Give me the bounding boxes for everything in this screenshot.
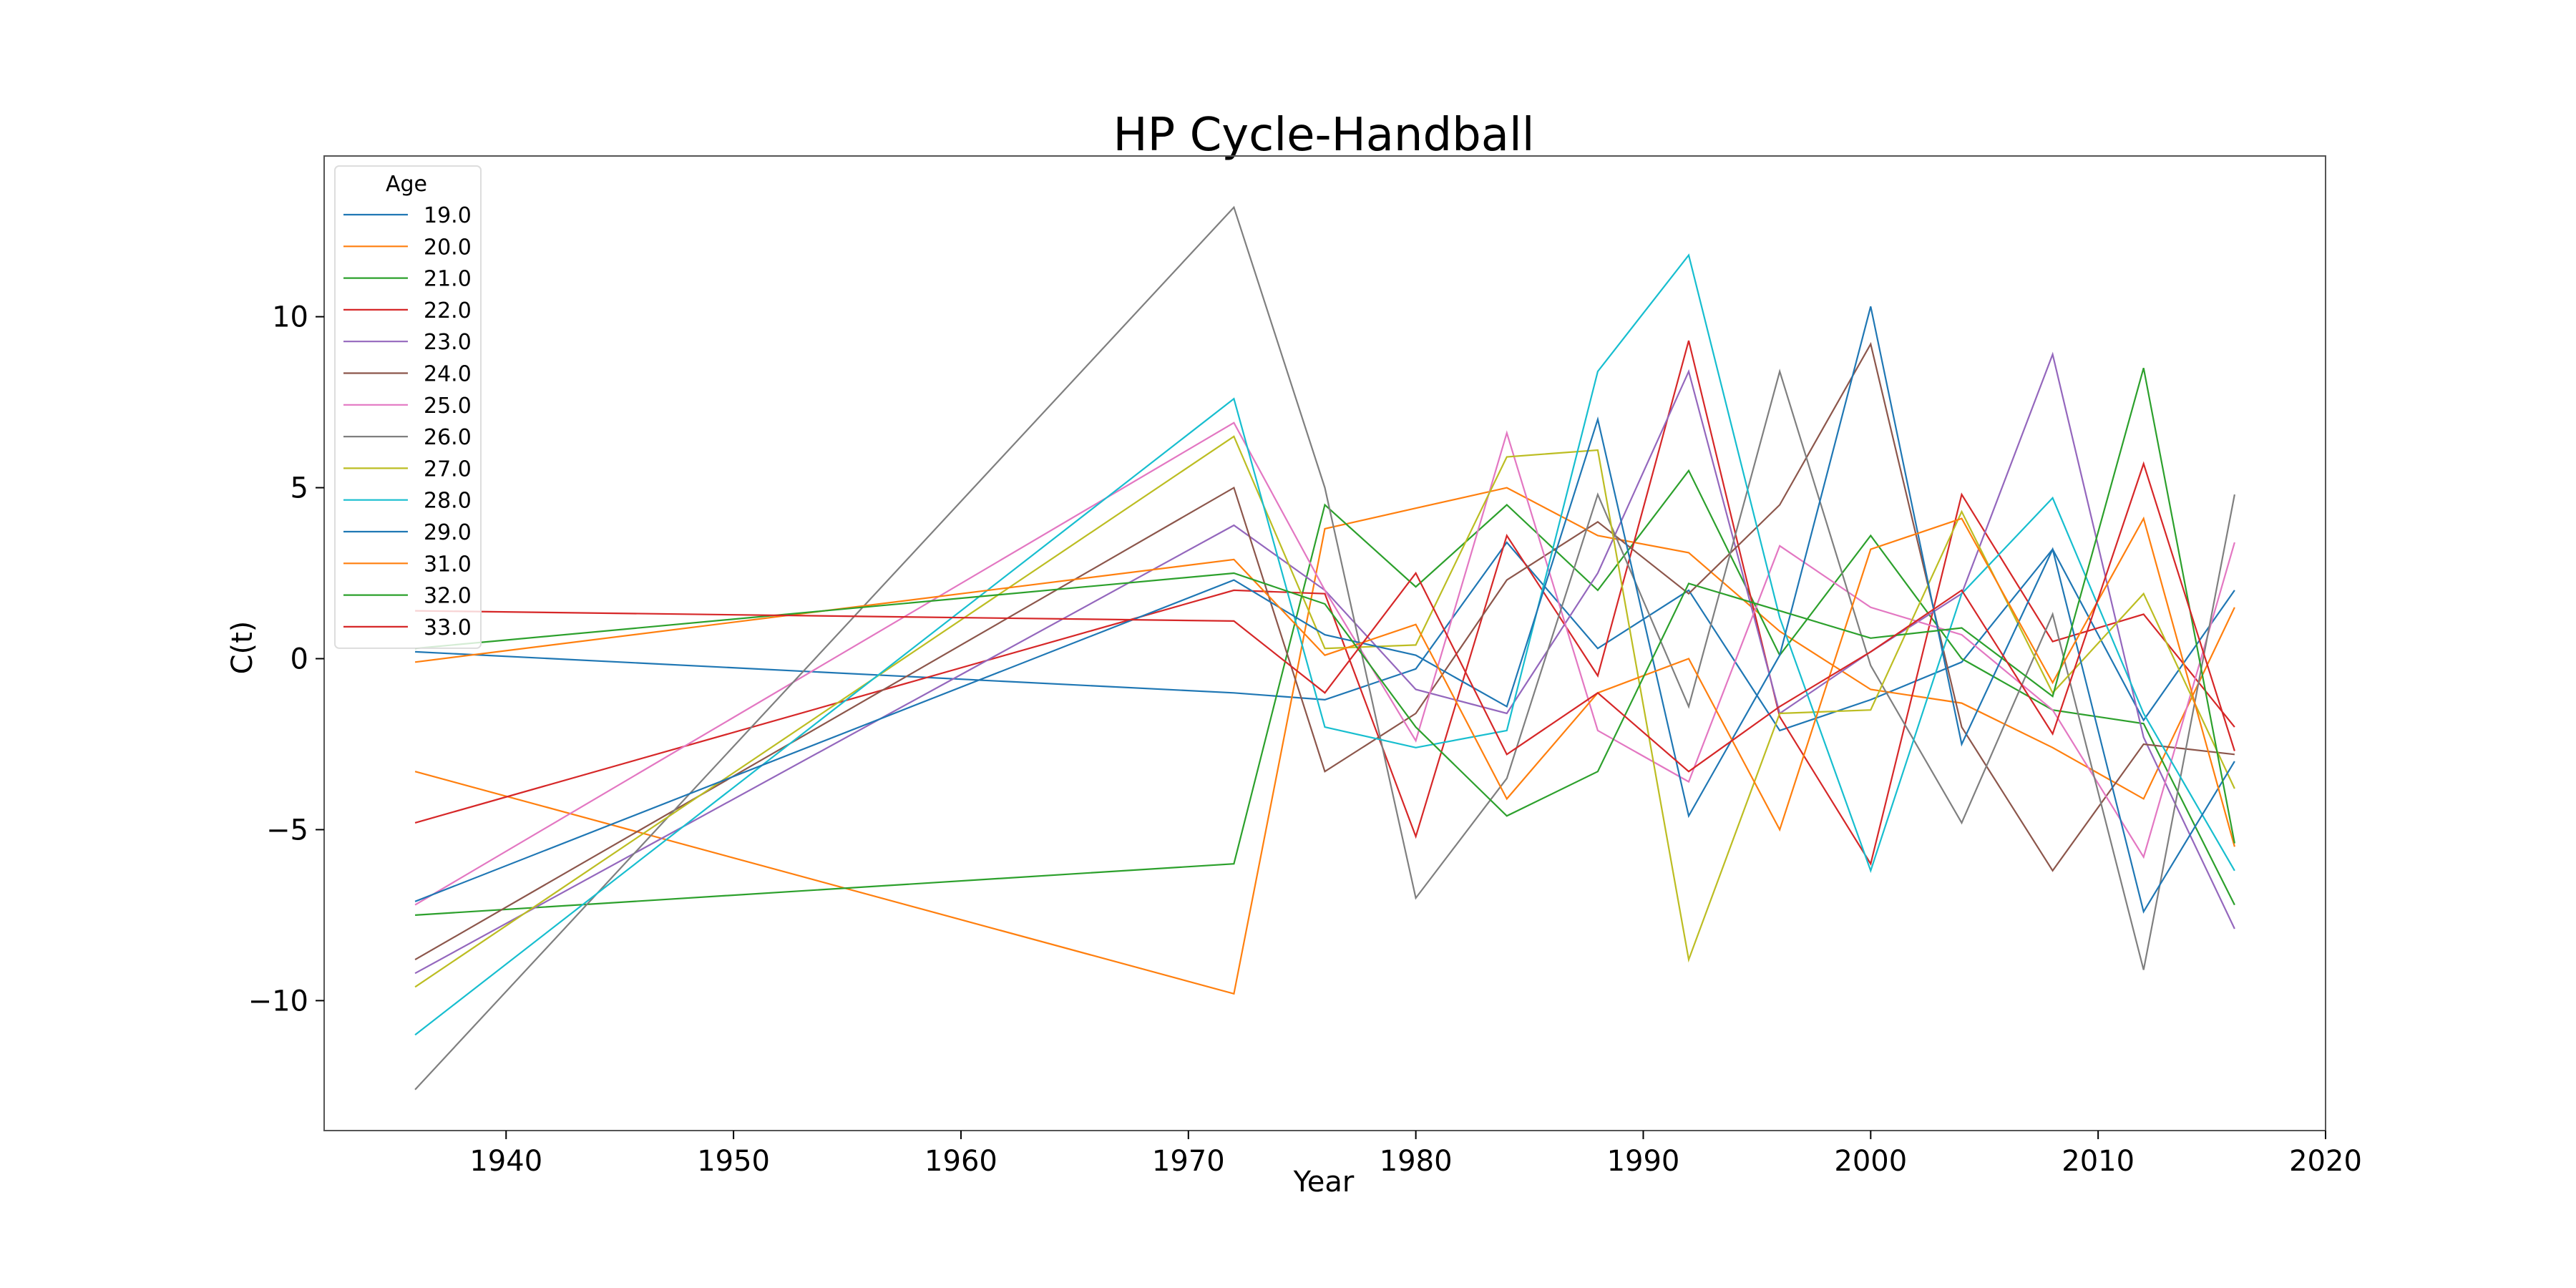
y-tick-label: 10 [272,301,308,334]
legend-label-31.0: 31.0 [424,552,472,577]
x-tick-label: 2000 [1834,1145,1907,1178]
legend-label-21.0: 21.0 [424,267,472,292]
plot-area [323,155,2326,1131]
legend-items: 19.0 20.0 21.0 22.0 23.0 24.0 25.0 26.0 27.0 28.0… [343,203,472,640]
legend-label-23.0: 23.0 [424,330,472,355]
series-line-24.0 [414,341,2235,961]
y-tick-label: 5 [291,472,308,505]
series-line-28.0 [414,253,2235,1036]
legend-box [334,165,482,649]
series-line-29.0 [414,306,2235,914]
y-axis-label: C(t) [226,621,259,675]
x-tick-label: 1990 [1607,1145,1680,1178]
series-line-33.0 [415,461,2235,773]
series-line-20.0 [414,487,2235,995]
legend-label-25.0: 25.0 [424,394,472,419]
y-tick-label: 0 [291,643,308,676]
legend-label-27.0: 27.0 [424,457,472,482]
x-axis-label: Year [1293,1166,1355,1199]
legend-label-20.0: 20.0 [424,235,472,260]
series-line-26.0 [414,205,2235,1091]
plot-frame [323,155,2326,1131]
x-tick-label: 1960 [924,1145,997,1178]
x-tick-label: 1950 [697,1145,770,1178]
legend-label-32.0: 32.0 [424,584,472,609]
legend-label-19.0: 19.0 [424,203,472,228]
series-line-22.0 [414,340,2235,867]
legend-label-28.0: 28.0 [424,489,472,514]
series-lines [414,205,2235,1091]
series-line-32.0 [414,368,2235,844]
series-line-27.0 [414,435,2235,988]
legend-label-26.0: 26.0 [424,425,472,450]
legend-label-22.0: 22.0 [424,298,472,323]
chart-title: HP Cycle-Handball [1113,109,1535,162]
series-line-25.0 [414,421,2235,906]
x-tick-label: 2020 [2289,1145,2362,1178]
legend-label-33.0: 33.0 [424,615,472,640]
x-tick-label: 1940 [469,1145,542,1178]
y-tick-label: −10 [248,985,308,1018]
legend-label-24.0: 24.0 [424,362,472,387]
legend-label-29.0: 29.0 [424,520,472,545]
series-line-31.0 [414,516,2235,847]
y-tick-label: −5 [266,814,308,847]
x-tick-label: 1980 [1380,1145,1453,1178]
legend: Age 19.0 20.0 21.0 22.0 23.0 24.0 25.0 26.0 27.0… [334,165,482,649]
y-axis: −10 −5 0 5 10 [248,301,324,1018]
x-axis: 1940 1950 1960 1970 1980 1990 2000 2010 2020 [469,1131,2362,1178]
legend-title: Age [386,172,427,197]
x-tick-label: 1970 [1152,1145,1225,1178]
x-tick-label: 2010 [2062,1145,2135,1178]
